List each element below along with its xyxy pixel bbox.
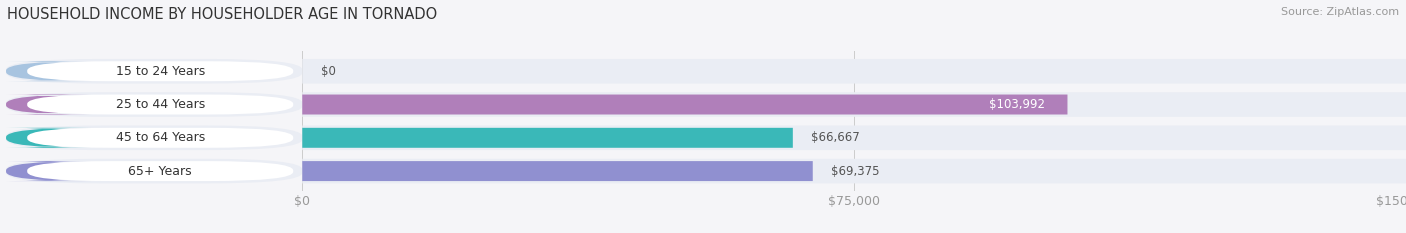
- Text: 25 to 44 Years: 25 to 44 Years: [115, 98, 205, 111]
- FancyBboxPatch shape: [302, 126, 1406, 150]
- FancyBboxPatch shape: [302, 92, 1406, 117]
- FancyBboxPatch shape: [6, 128, 91, 148]
- FancyBboxPatch shape: [27, 161, 294, 181]
- FancyBboxPatch shape: [302, 59, 1406, 84]
- Text: 65+ Years: 65+ Years: [128, 164, 193, 178]
- FancyBboxPatch shape: [302, 161, 813, 181]
- FancyBboxPatch shape: [6, 95, 91, 114]
- FancyBboxPatch shape: [302, 95, 1067, 114]
- FancyBboxPatch shape: [6, 61, 91, 81]
- Text: $103,992: $103,992: [990, 98, 1046, 111]
- Text: Source: ZipAtlas.com: Source: ZipAtlas.com: [1281, 7, 1399, 17]
- FancyBboxPatch shape: [302, 128, 793, 148]
- Text: $0: $0: [321, 65, 336, 78]
- FancyBboxPatch shape: [6, 126, 302, 150]
- FancyBboxPatch shape: [302, 159, 1406, 183]
- FancyBboxPatch shape: [6, 92, 302, 117]
- FancyBboxPatch shape: [6, 59, 302, 84]
- FancyBboxPatch shape: [6, 161, 91, 181]
- Text: $66,667: $66,667: [811, 131, 860, 144]
- Text: 45 to 64 Years: 45 to 64 Years: [115, 131, 205, 144]
- Text: HOUSEHOLD INCOME BY HOUSEHOLDER AGE IN TORNADO: HOUSEHOLD INCOME BY HOUSEHOLDER AGE IN T…: [7, 7, 437, 22]
- FancyBboxPatch shape: [27, 128, 294, 148]
- Text: $69,375: $69,375: [831, 164, 880, 178]
- FancyBboxPatch shape: [27, 61, 294, 81]
- FancyBboxPatch shape: [6, 159, 302, 183]
- Text: 15 to 24 Years: 15 to 24 Years: [115, 65, 205, 78]
- FancyBboxPatch shape: [27, 95, 294, 114]
